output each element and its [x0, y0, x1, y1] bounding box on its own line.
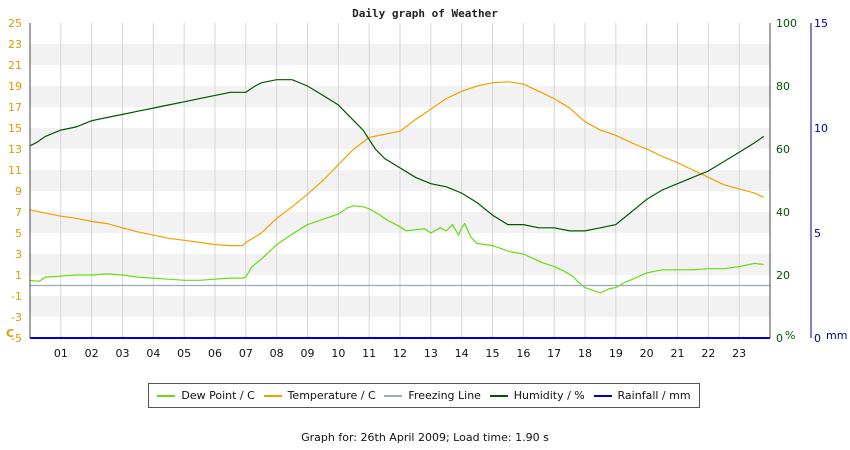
x-tick-label: 07 [239, 347, 253, 360]
x-tick-label: 13 [424, 347, 438, 360]
legend-swatch [593, 394, 612, 397]
legend-label: Humidity / % [513, 389, 585, 402]
legend-entry: Freezing Line [384, 389, 481, 402]
humidity-tick-label: 20 [776, 269, 790, 282]
x-tick-label: 05 [177, 347, 191, 360]
legend-entry: Temperature / C [263, 389, 376, 402]
x-tick-label: 04 [146, 347, 160, 360]
x-tick-label: 17 [547, 347, 561, 360]
x-tick-label: 03 [116, 347, 130, 360]
legend-entry: Rainfall / mm [593, 389, 691, 402]
left-tick-label: 1 [15, 269, 22, 282]
humidity-tick-label: 60 [776, 143, 790, 156]
graph-footer: Graph for: 26th April 2009; Load time: 1… [301, 431, 549, 444]
axes [29, 23, 812, 338]
left-tick-label: -5 [11, 332, 22, 345]
x-tick-label: 08 [270, 347, 284, 360]
left-tick-label: 11 [8, 164, 22, 177]
legend-label: Temperature / C [287, 389, 376, 402]
series-layer [29, 79, 770, 339]
legend-swatch [384, 394, 403, 397]
x-tick-label: 01 [54, 347, 68, 360]
left-tick-label: -1 [11, 290, 22, 303]
chart-legend: Dew Point / C Temperature / C Freezing Lin… [148, 383, 700, 408]
humidity-tick-label: 80 [776, 80, 790, 93]
footer-prefix: Graph for: [301, 431, 358, 444]
rainfall-tick-label: 15 [814, 17, 828, 30]
x-tick-label: 06 [208, 347, 222, 360]
legend-swatch [263, 394, 282, 397]
humidity-tick-label: 100 [776, 17, 797, 30]
left-tick-label: 9 [15, 185, 22, 198]
x-tick-label: 12 [393, 347, 407, 360]
left-tick-label: 25 [8, 17, 22, 30]
legend-swatch [157, 394, 176, 397]
legend-label: Rainfall / mm [617, 389, 691, 402]
left-tick-label: 23 [8, 38, 22, 51]
legend-label: Freezing Line [408, 389, 481, 402]
left-tick-label: 13 [8, 143, 22, 156]
footer-load-time: 1.90 s [515, 431, 549, 444]
footer-date: 26th April 2009 [360, 431, 446, 444]
humidity-tick-label: 40 [776, 206, 790, 219]
legend-entry: Humidity / % [489, 389, 585, 402]
x-tick-label: 15 [486, 347, 500, 360]
footer-load-label: Load time: [453, 431, 512, 444]
x-tick-label: 21 [671, 347, 685, 360]
rainfall-axis-unit: mm [826, 329, 847, 342]
left-tick-label: 21 [8, 59, 22, 72]
x-tick-label: 20 [640, 347, 654, 360]
series-humidity [29, 79, 765, 232]
humidity-tick-label: 0 [776, 332, 783, 345]
x-tick-label: 09 [301, 347, 315, 360]
weather-chart: Daily graph of Weather 25232119171513119… [6, 7, 847, 360]
rainfall-axis-ticks: 15 10 5 0 [814, 17, 828, 345]
x-axis-ticks: 01 02 03 04 05 06 07 08 09 10 11 12 13 14 15 16 17 18 19 20… [54, 347, 746, 360]
legend-label: Dew Point / C [181, 389, 255, 402]
left-tick-label: 7 [15, 206, 22, 219]
series-dew-point-c [29, 205, 764, 294]
x-tick-label: 18 [578, 347, 592, 360]
x-tick-label: 14 [455, 347, 469, 360]
x-tick-label: 10 [331, 347, 345, 360]
x-tick-label: 02 [85, 347, 99, 360]
x-tick-label: 22 [701, 347, 715, 360]
x-tick-label: 19 [609, 347, 623, 360]
humidity-axis-ticks: 100 80 60 40 20 0 [776, 17, 797, 345]
left-axis-unit: C [6, 327, 14, 340]
rainfall-tick-label: 5 [814, 227, 821, 240]
legend-entry: Dew Point / C [157, 389, 255, 402]
left-tick-label: 3 [15, 248, 22, 261]
left-tick-label: 5 [15, 227, 22, 240]
left-tick-label: 15 [8, 122, 22, 135]
left-tick-label: -3 [11, 311, 22, 324]
legend-swatch [489, 394, 508, 397]
x-tick-label: 23 [732, 347, 746, 360]
x-tick-label: 11 [362, 347, 376, 360]
rainfall-tick-label: 10 [814, 122, 828, 135]
series-temperature-c [29, 81, 765, 247]
x-tick-label: 16 [516, 347, 530, 360]
humidity-axis-unit: % [785, 329, 795, 342]
left-axis-ticks: 25 23 21 19 17 15 13 11 9 7 5 3 1 -1 -3 -5 [8, 17, 22, 345]
left-tick-label: 17 [8, 101, 22, 114]
rainfall-tick-label: 0 [814, 332, 821, 345]
left-tick-label: 19 [8, 80, 22, 93]
chart-title: Daily graph of Weather [352, 7, 498, 20]
